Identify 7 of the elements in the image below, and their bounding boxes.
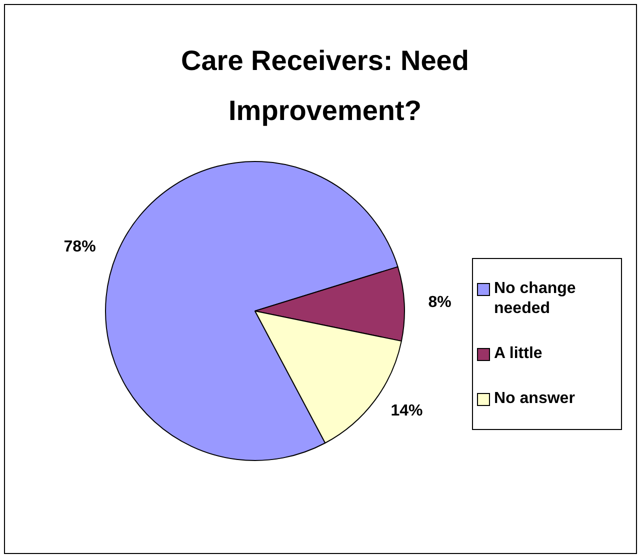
legend-label: No change needed [494,279,577,320]
chart-title: Care Receivers: Need Improvement? [180,44,470,128]
data-label: 78% [64,238,96,256]
legend-label: No answer [494,388,575,409]
legend-label: A little [494,344,542,364]
data-label: 8% [428,294,452,312]
data-label: 14% [390,402,423,420]
